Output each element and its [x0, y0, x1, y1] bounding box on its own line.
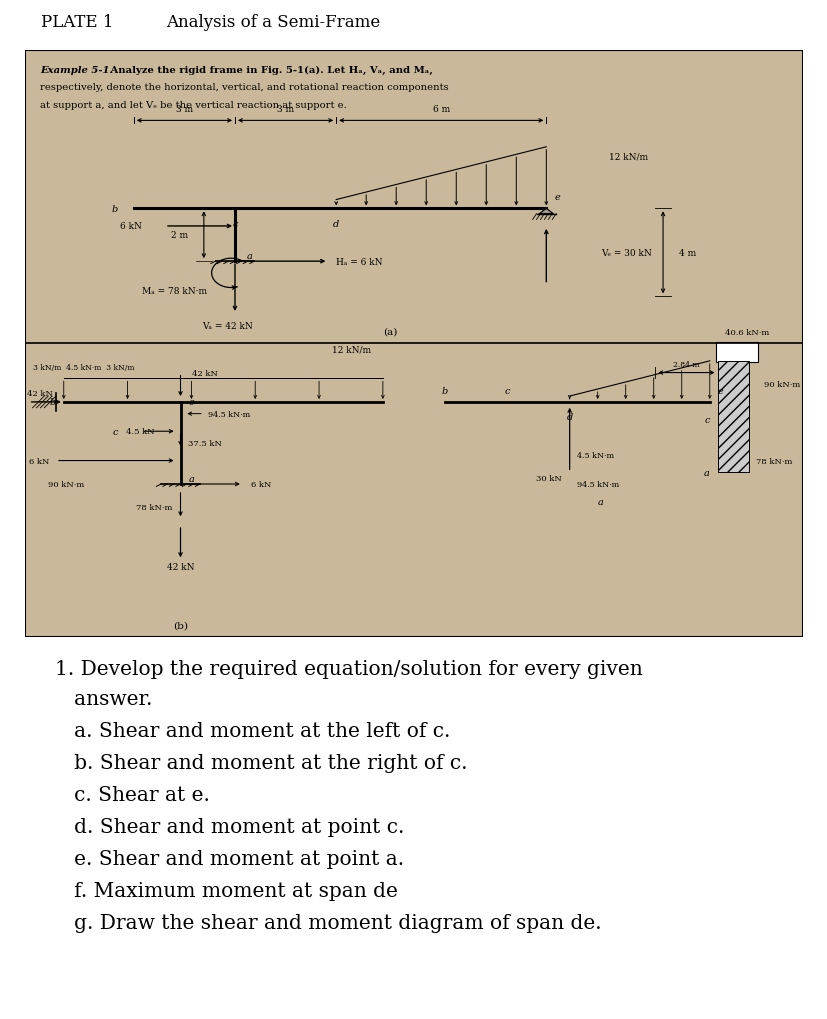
FancyBboxPatch shape [715, 342, 757, 363]
Text: Vₐ = 42 kN: Vₐ = 42 kN [202, 322, 252, 331]
Text: 42 kN: 42 kN [27, 389, 53, 397]
Text: at support a, and let Vₑ be the vertical reaction at support e.: at support a, and let Vₑ be the vertical… [41, 101, 347, 110]
Text: c: c [112, 427, 118, 436]
Text: 4.5 kN: 4.5 kN [126, 428, 155, 436]
Text: a. Shear and moment at the left of c.: a. Shear and moment at the left of c. [55, 720, 450, 740]
Text: b: b [112, 205, 118, 214]
Text: (b): (b) [173, 621, 188, 630]
Text: Hₐ = 6 kN: Hₐ = 6 kN [336, 258, 382, 266]
Text: 3 m: 3 m [277, 105, 294, 114]
Text: 6 kN: 6 kN [120, 222, 141, 231]
Text: 3 kN/m  4.5 kN·m  3 kN/m: 3 kN/m 4.5 kN·m 3 kN/m [32, 364, 134, 371]
Text: 42 kN: 42 kN [166, 562, 194, 571]
Text: 12 kN/m: 12 kN/m [608, 152, 647, 161]
Text: 6 kN: 6 kN [29, 458, 49, 465]
Text: Analyze the rigid frame in Fig. 5-1(a). Let Hₐ, Vₐ, and Mₐ,: Analyze the rigid frame in Fig. 5-1(a). … [107, 65, 432, 74]
Text: a: a [703, 469, 709, 477]
Text: b: b [50, 398, 56, 407]
Text: 1. Develop the required equation/solution for every given: 1. Develop the required equation/solutio… [55, 659, 642, 678]
Text: c: c [704, 416, 709, 425]
Text: d: d [332, 219, 339, 228]
Text: 78 kN·m: 78 kN·m [756, 458, 792, 465]
Text: a: a [597, 497, 603, 506]
Text: d: d [566, 413, 572, 422]
Text: 94.5 kN·m: 94.5 kN·m [576, 481, 619, 488]
Text: c: c [232, 219, 237, 228]
Text: PLATE 1: PLATE 1 [41, 14, 114, 32]
Text: 37.5 kN: 37.5 kN [188, 439, 222, 447]
Text: Mₐ = 78 kN·m: Mₐ = 78 kN·m [141, 286, 207, 296]
Text: 94.5 kN·m: 94.5 kN·m [208, 411, 250, 418]
Text: 3 m: 3 m [175, 105, 193, 114]
Text: answer.: answer. [55, 689, 152, 708]
Text: 6 m: 6 m [432, 105, 449, 114]
Text: 40.6 kN·m: 40.6 kN·m [724, 328, 768, 336]
Text: respectively, denote the horizontal, vertical, and rotational reaction component: respectively, denote the horizontal, ver… [41, 84, 448, 92]
Text: 6 kN: 6 kN [251, 481, 270, 488]
Text: Analysis of a Semi-Frame: Analysis of a Semi-Frame [165, 14, 380, 32]
Text: e. Shear and moment at point a.: e. Shear and moment at point a. [55, 849, 404, 868]
Text: f. Maximum moment at span de: f. Maximum moment at span de [55, 881, 398, 900]
Text: g. Draw the shear and moment diagram of span de.: g. Draw the shear and moment diagram of … [55, 913, 601, 932]
Text: 90 kN·m: 90 kN·m [48, 481, 84, 488]
Text: 4.5 kN·m: 4.5 kN·m [576, 451, 614, 460]
Text: 78 kN·m: 78 kN·m [136, 504, 173, 512]
Polygon shape [538, 209, 552, 214]
Text: a: a [246, 252, 252, 261]
Text: 2.84 m: 2.84 m [672, 361, 699, 369]
FancyBboxPatch shape [25, 51, 802, 637]
Text: 2 m: 2 m [171, 231, 188, 240]
Text: Vₑ = 30 kN: Vₑ = 30 kN [600, 249, 651, 258]
Text: 42 kN: 42 kN [192, 369, 218, 377]
Text: 90 kN·m: 90 kN·m [763, 381, 800, 389]
Text: c: c [504, 386, 509, 395]
Text: 30 kN: 30 kN [536, 475, 562, 483]
Text: Example 5-1.: Example 5-1. [41, 65, 113, 74]
Text: a: a [188, 474, 194, 483]
Text: b: b [442, 386, 447, 395]
Text: (a): (a) [383, 328, 397, 336]
Text: 12 kN/m: 12 kN/m [332, 345, 370, 355]
Text: e: e [717, 386, 723, 395]
Text: 4 m: 4 m [678, 249, 695, 258]
Bar [717, 362, 748, 473]
Text: b. Shear and moment at the right of c.: b. Shear and moment at the right of c. [55, 753, 467, 772]
Text: d. Shear and moment at point c.: d. Shear and moment at point c. [55, 817, 404, 836]
Text: c. Shear at e.: c. Shear at e. [55, 785, 209, 804]
Text: e: e [553, 193, 559, 202]
Text: c: c [188, 398, 194, 407]
